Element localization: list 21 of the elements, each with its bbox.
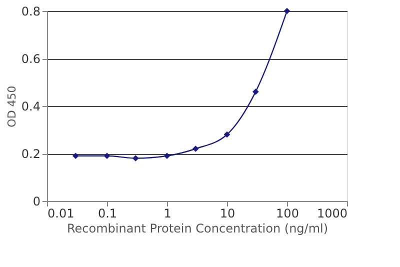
point [132,155,139,162]
x-tick-label: 0.01 [48,206,74,220]
x-tick-label: 10 [220,206,236,220]
y-tick-label: 0 [32,194,40,208]
point [104,152,110,160]
x-tick-label: 0.1 [98,206,118,220]
point [252,88,259,95]
x-tick-label: 1000 [316,206,348,220]
y-tick-label: 0.8 [21,4,40,18]
x-axis-title: Recombinant Protein Concentration (ng/ml) [66,222,328,236]
point [224,131,230,138]
point [284,8,290,14]
y-axis-title: OD 450 [5,86,18,128]
x-tick-label: 1 [164,206,172,220]
x-tick-label: 100 [276,206,299,220]
y-tick-label: 0.6 [21,52,40,66]
point [192,146,199,152]
y-tick-label: 0.4 [21,100,40,114]
y-tick-label: 0.2 [21,147,40,161]
point [164,152,170,160]
point [72,152,79,160]
